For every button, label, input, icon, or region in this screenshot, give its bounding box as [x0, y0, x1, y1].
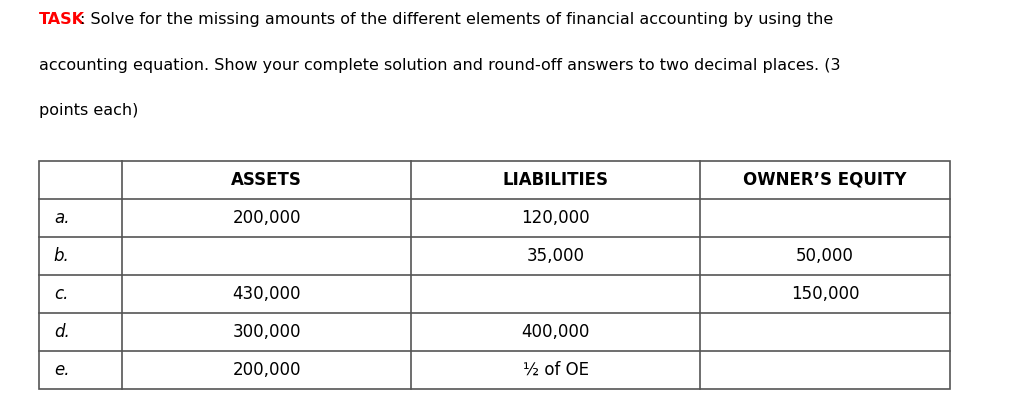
Text: TASK: TASK	[39, 12, 85, 27]
Text: b.: b.	[54, 247, 69, 265]
Text: 200,000: 200,000	[233, 361, 301, 379]
Text: 400,000: 400,000	[522, 323, 590, 341]
Text: 35,000: 35,000	[527, 247, 585, 265]
Text: LIABILITIES: LIABILITIES	[502, 171, 609, 189]
Text: points each): points each)	[39, 103, 139, 118]
Text: ½ of OE: ½ of OE	[523, 361, 589, 379]
Text: ASSETS: ASSETS	[232, 171, 302, 189]
Text: c.: c.	[54, 285, 68, 303]
Text: 150,000: 150,000	[790, 285, 859, 303]
Text: : Solve for the missing amounts of the different elements of financial accountin: : Solve for the missing amounts of the d…	[81, 12, 833, 27]
Text: OWNER’S EQUITY: OWNER’S EQUITY	[743, 171, 907, 189]
Text: d.: d.	[54, 323, 69, 341]
Text: 430,000: 430,000	[233, 285, 301, 303]
Text: 300,000: 300,000	[233, 323, 301, 341]
Text: a.: a.	[54, 209, 69, 227]
Text: accounting equation. Show your complete solution and round-off answers to two de: accounting equation. Show your complete …	[39, 58, 840, 73]
Text: 200,000: 200,000	[233, 209, 301, 227]
Text: 120,000: 120,000	[522, 209, 590, 227]
Text: 50,000: 50,000	[796, 247, 854, 265]
Text: e.: e.	[54, 361, 69, 379]
